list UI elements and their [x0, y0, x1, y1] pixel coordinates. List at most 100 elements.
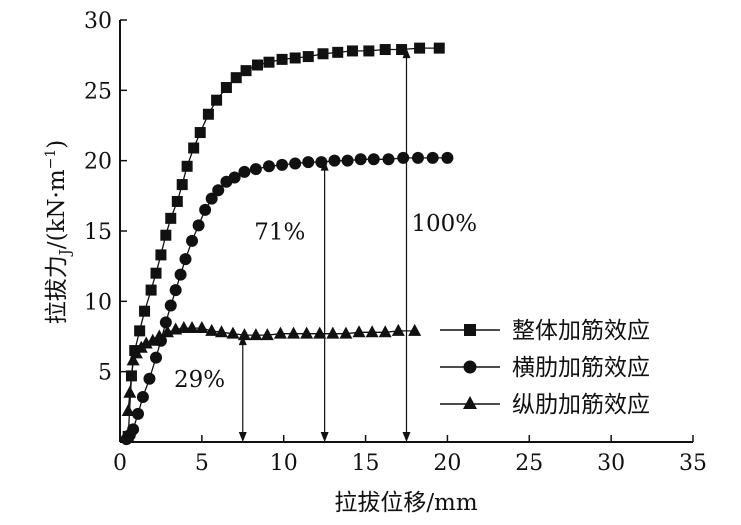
y-axis-title-unit: /(kN·m [44, 169, 70, 249]
series-0-point-15 [202, 108, 214, 120]
x-tick-label-3: 15 [352, 451, 380, 476]
legend-marker-1 [463, 360, 477, 374]
series-1-point-28 [341, 154, 354, 167]
legend-marker-2 [463, 396, 477, 409]
x-axis-title: 拉拔位移/mm [334, 490, 478, 516]
annotation-label-2: 100% [411, 211, 477, 237]
series-0-point-29 [379, 44, 391, 56]
series-0-point-30 [396, 44, 408, 56]
series-1-point-8 [159, 316, 172, 329]
legend: 整体加筋效应 横肋加筋效应 纵肋加筋效应 [440, 318, 650, 418]
series-0-point-10 [171, 195, 183, 207]
series-1-point-15 [199, 203, 212, 216]
series-1-point-14 [192, 219, 205, 232]
series-1-point-17 [212, 184, 225, 197]
series-1-point-34 [426, 151, 439, 164]
series-0-point-31 [414, 42, 426, 54]
series-1-point-23 [276, 158, 289, 171]
annotations: 29% 71% 100% [174, 48, 477, 442]
series-2-point-24 [339, 326, 353, 339]
series-0-point-8 [160, 229, 172, 241]
series-1-point-30 [367, 153, 380, 166]
series-1-point-24 [289, 157, 302, 170]
series-2-point-0 [121, 404, 135, 417]
legend-label-0: 整体加筋效应 [512, 318, 650, 344]
series-1-point-4 [136, 390, 149, 403]
series-0-point-28 [363, 45, 375, 57]
series-1-point-10 [169, 284, 182, 297]
series-2-point-26 [365, 325, 379, 338]
series-0-point-23 [289, 52, 301, 64]
x-tick-label-1: 5 [195, 451, 209, 476]
series-0-point-12 [181, 160, 193, 172]
annotation-label-0: 29% [174, 367, 225, 393]
series-0-point-14 [194, 127, 206, 139]
annotation-label-1: 71% [254, 219, 305, 245]
series-1-point-33 [411, 151, 424, 164]
series-2-point-16 [237, 328, 251, 341]
legend-label-2: 纵肋加筋效应 [512, 392, 650, 418]
y-axis-title-exp: −1 [43, 149, 59, 170]
y-axis-title-close: ) [44, 140, 70, 149]
series-2-point-15 [226, 326, 240, 339]
series-2-point-23 [326, 326, 340, 339]
series-0-point-24 [302, 51, 314, 63]
x-tick-label-5: 25 [515, 451, 543, 476]
legend-item-1: 横肋加筋效应 [440, 355, 650, 381]
series-1-point-20 [238, 165, 251, 178]
series-1-point-5 [143, 372, 156, 385]
y-tick-label-5: 30 [84, 9, 112, 34]
series-1-point-26 [315, 156, 328, 169]
series-1-point-21 [249, 163, 262, 176]
legend-item-0: 整体加筋效应 [440, 318, 650, 344]
x-tick-label-6: 30 [597, 451, 625, 476]
x-tick-label-4: 20 [433, 451, 461, 476]
series-0-point-13 [188, 142, 200, 154]
series-2-point-29 [408, 323, 422, 336]
series-1-point-32 [397, 151, 410, 164]
legend-marker-0 [464, 324, 476, 336]
series-1-point-2 [127, 423, 140, 436]
annotation-arrowhead-bottom-0 [238, 432, 247, 442]
series-2-point-14 [215, 325, 229, 338]
series-1-point-11 [174, 268, 187, 281]
series-line-2 [127, 327, 415, 412]
legend-item-2: 纵肋加筋效应 [440, 392, 650, 418]
series-1-point-6 [150, 351, 163, 364]
series-0-point-20 [252, 59, 264, 71]
series-2-point-25 [352, 325, 366, 338]
series-0-point-27 [346, 45, 358, 57]
series-0-point-21 [263, 56, 275, 68]
annotation-arrowhead-bottom-2 [402, 432, 411, 442]
series-2-point-2 [126, 353, 140, 366]
series-0-point-17 [220, 82, 232, 94]
series-1-point-29 [354, 153, 367, 166]
x-tick-label-7: 35 [679, 451, 707, 476]
y-tick-label-4: 25 [84, 79, 112, 104]
y-tick-label-2: 15 [84, 220, 112, 245]
series-2 [121, 321, 422, 417]
y-axis-title-sub: J [56, 249, 74, 257]
annotation-arrowhead-bottom-1 [320, 432, 329, 442]
series-1-point-22 [262, 160, 275, 173]
series-2-point-28 [391, 323, 405, 336]
series-1-point-27 [328, 154, 341, 167]
series-1-point-31 [382, 153, 395, 166]
series-0-point-5 [145, 284, 157, 296]
series-0-point-16 [211, 94, 223, 106]
x-tick-label-0: 0 [113, 451, 127, 476]
series-2-point-13 [205, 323, 219, 336]
x-tick-label-2: 10 [270, 451, 298, 476]
series-2-point-1 [123, 385, 137, 398]
series-0-point-32 [433, 42, 445, 54]
series-0-point-26 [332, 46, 344, 58]
series-0-point-7 [155, 249, 167, 261]
series-layer [120, 42, 454, 446]
series-2-point-12 [195, 321, 209, 334]
series-1-point-25 [302, 156, 315, 169]
series-0-point-19 [240, 65, 252, 77]
series-2-point-22 [313, 326, 327, 339]
series-1 [120, 151, 454, 446]
series-1-point-13 [186, 234, 199, 247]
